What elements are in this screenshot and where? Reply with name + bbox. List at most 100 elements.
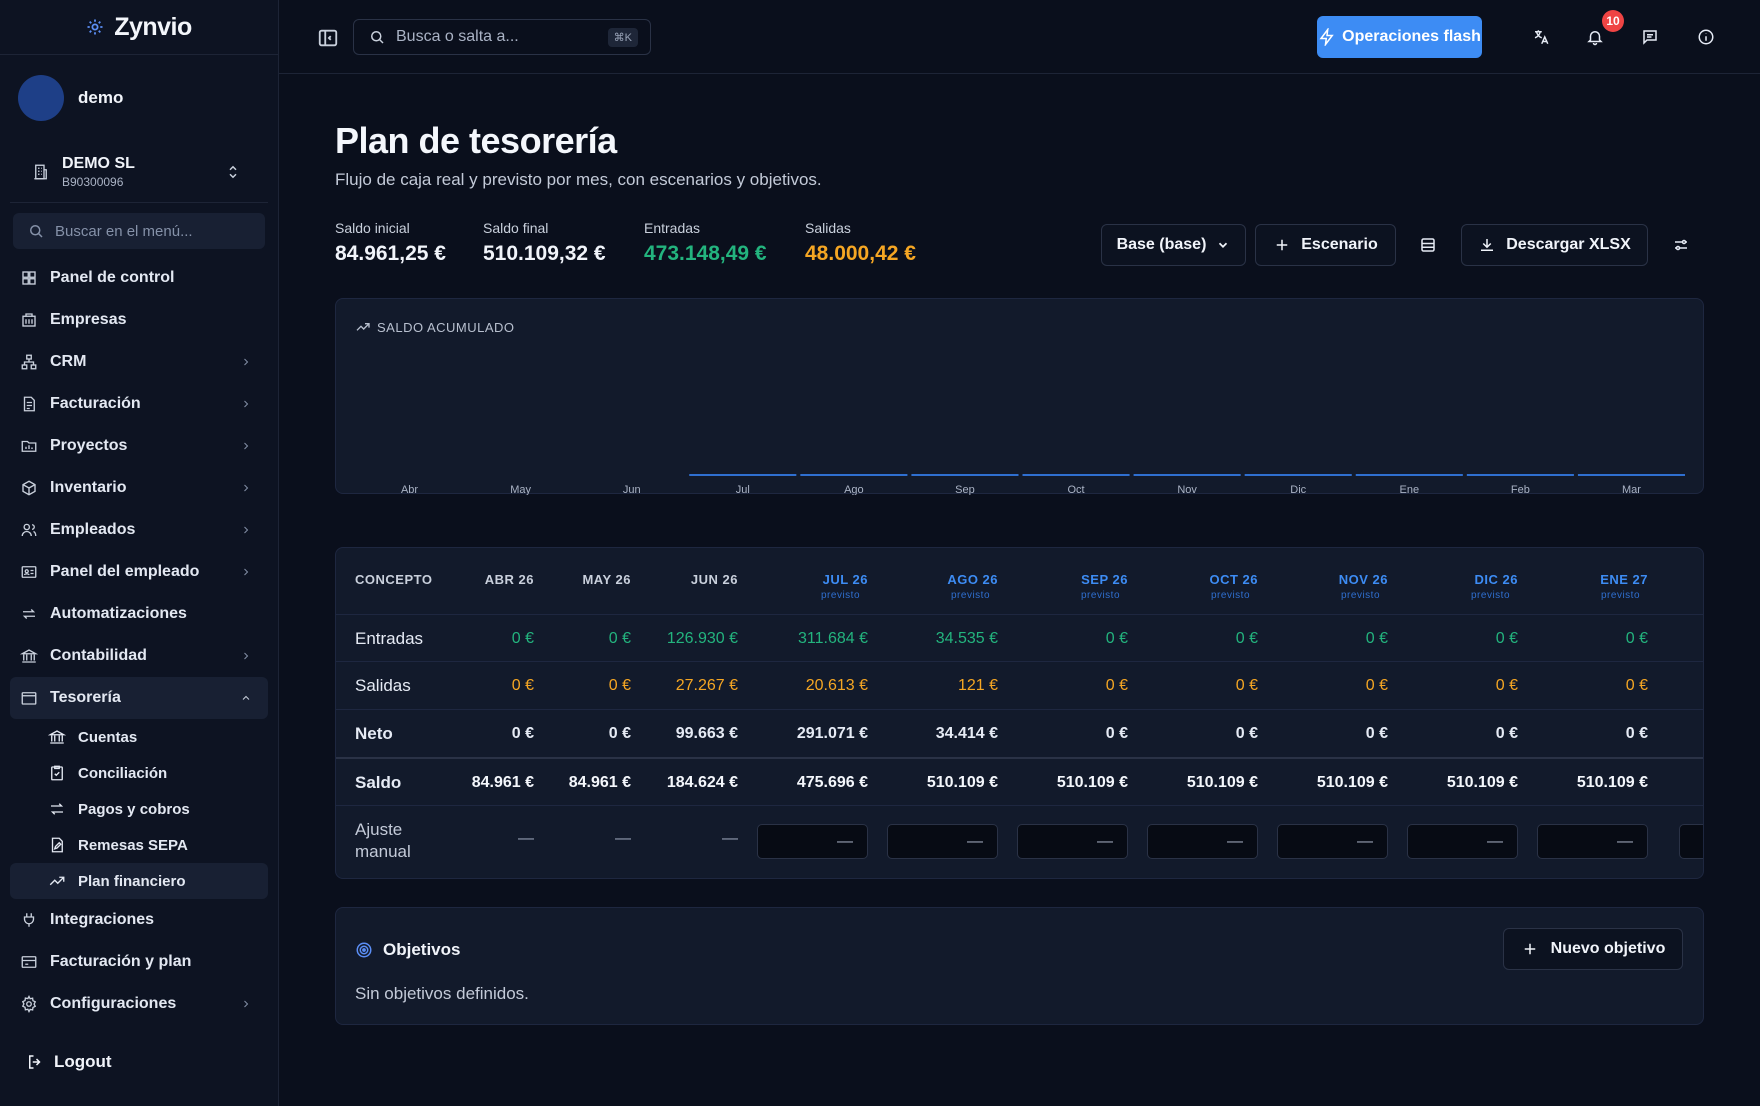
translate-icon[interactable] — [1532, 28, 1550, 46]
table-cell: 0 € — [1235, 677, 1258, 694]
sidebar-subitem-label: Remesas SEPA — [78, 836, 188, 854]
chart-bar[interactable] — [1133, 474, 1241, 476]
sidebar-item-panel-del-empleado[interactable]: Panel del empleado — [0, 551, 278, 593]
sidebar: Zynvio demo DEMO SL B90300096 Buscar en … — [0, 0, 279, 1106]
logo[interactable]: Zynvio — [0, 0, 278, 55]
adjust-placeholder: — — [518, 830, 534, 847]
month-header: JUL 26 previsto — [768, 548, 868, 614]
sidebar-item-facturación-y-plan[interactable]: Facturación y plan — [0, 941, 278, 983]
month-label: NOV 26 — [1338, 572, 1388, 587]
x-tick-label: Feb — [1511, 484, 1530, 495]
users-icon — [20, 521, 38, 539]
treasury-submenu: Cuentas Conciliación Pagos y cobros Remesas… — [0, 719, 278, 899]
company-name: DEMO SL — [62, 154, 135, 172]
kpi-entradas: Entradas 473.148,49 € — [644, 220, 767, 266]
sidebar-subitem-pagos-y-cobros[interactable]: Pagos y cobros — [10, 791, 268, 827]
month-label: MAY 26 — [582, 572, 631, 587]
target-icon — [355, 941, 373, 959]
new-objective-button[interactable]: Nuevo objetivo — [1503, 928, 1683, 970]
manual-adjust-input[interactable]: — — [1147, 824, 1258, 859]
chart-bar[interactable] — [1244, 474, 1352, 476]
x-tick-label: Sep — [955, 484, 975, 495]
table-cell: 84.961 € — [568, 774, 631, 791]
table-cell: 0 € — [1235, 630, 1258, 647]
sidebar-subitem-remesas-sepa[interactable]: Remesas SEPA — [10, 827, 268, 863]
logout-button[interactable]: Logout — [26, 1052, 112, 1072]
info-icon[interactable] — [1697, 28, 1715, 46]
kpi-label: Saldo final — [483, 220, 549, 236]
user-profile[interactable]: demo — [0, 55, 278, 141]
download-xlsx-button[interactable]: Descargar XLSX — [1461, 224, 1648, 266]
sidebar-item-label: Configuraciones — [50, 995, 177, 1012]
table-cell: 0 € — [1625, 630, 1648, 647]
row-label: Saldo — [355, 773, 402, 792]
table-cell: 0 € — [511, 725, 534, 742]
table-view-icon[interactable] — [1419, 236, 1437, 254]
sidebar-item-facturación[interactable]: Facturación — [0, 383, 278, 425]
sidebar-item-proyectos[interactable]: Proyectos — [0, 425, 278, 467]
sidebar-item-integraciones[interactable]: Integraciones — [0, 899, 278, 941]
sidebar-item-empleados[interactable]: Empleados — [0, 509, 278, 551]
month-header: OCT 26 previsto — [1158, 548, 1258, 614]
manual-adjust-input[interactable]: — — [1407, 824, 1518, 859]
sidebar-item-inventario[interactable]: Inventario — [0, 467, 278, 509]
chart-bar[interactable] — [1466, 474, 1574, 476]
add-scenario-button[interactable]: Escenario — [1255, 224, 1396, 266]
chat-icon[interactable] — [1641, 28, 1659, 46]
month-label: OCT 26 — [1209, 572, 1258, 587]
month-label: ENE 27 — [1600, 572, 1648, 587]
chart-bar[interactable] — [1577, 474, 1685, 476]
chart-bar[interactable] — [1022, 474, 1130, 476]
chevron-right-icon — [240, 482, 252, 494]
forecast-label: previsto — [1470, 590, 1510, 601]
sliders-icon[interactable] — [1672, 236, 1690, 254]
manual-adjust-input[interactable] — [1679, 824, 1703, 859]
projects-icon — [20, 437, 38, 455]
sidebar-toggle-icon[interactable] — [317, 27, 339, 49]
logo-gear-icon — [86, 18, 104, 36]
sidebar-subitem-plan-financiero[interactable]: Plan financiero — [10, 863, 268, 899]
sidebar-item-tesorería[interactable]: Tesorería — [10, 677, 268, 719]
arrows-swap-icon — [48, 800, 66, 818]
table-cell: 0 € — [1625, 725, 1648, 742]
sidebar-item-contabilidad[interactable]: Contabilidad — [0, 635, 278, 677]
sidebar-item-panel-de-control[interactable]: Panel de control — [0, 257, 278, 299]
trend-up-icon — [355, 319, 371, 335]
sidebar-item-automatizaciones[interactable]: Automatizaciones — [0, 593, 278, 635]
table-cell: 99.663 € — [675, 725, 738, 742]
sidebar-item-crm[interactable]: CRM — [0, 341, 278, 383]
manual-adjust-input[interactable]: — — [757, 824, 868, 859]
flash-operations-button[interactable]: Operaciones flash — [1317, 16, 1482, 58]
table-cell: 0 € — [1105, 677, 1128, 694]
manual-adjust-input[interactable]: — — [1537, 824, 1648, 859]
cashflow-table: CONCEPTO ABR 26 MAY 26 JUN 26 JUL 26 previst… — [335, 547, 1704, 879]
global-search-placeholder: Busca o salta a... — [396, 28, 519, 45]
bell-icon[interactable] — [1586, 28, 1604, 46]
sidebar-subitem-conciliación[interactable]: Conciliación — [10, 755, 268, 791]
sidebar-item-label: CRM — [50, 353, 87, 370]
month-header: JUN 26 — [638, 548, 738, 614]
manual-adjust-input[interactable]: — — [1277, 824, 1388, 859]
manual-adjust-input[interactable]: — — [887, 824, 998, 859]
manual-adjust-input[interactable]: — — [1017, 824, 1128, 859]
forecast-label: previsto — [1210, 590, 1250, 601]
table-cell: 510.109 € — [1186, 774, 1258, 791]
chart-bar[interactable] — [800, 474, 908, 476]
chart-bar[interactable] — [689, 474, 797, 476]
add-scenario-label: Escenario — [1301, 236, 1378, 253]
menu-search-input[interactable]: Buscar en el menú... — [13, 213, 265, 249]
plug-icon — [20, 911, 38, 929]
scenario-select[interactable]: Base (base) — [1101, 224, 1246, 266]
chart-bar[interactable] — [1355, 474, 1463, 476]
sidebar-subitem-cuentas[interactable]: Cuentas — [10, 719, 268, 755]
bank-icon — [48, 728, 66, 746]
company-switcher[interactable]: DEMO SL B90300096 — [10, 141, 268, 203]
chart-bar[interactable] — [911, 474, 1019, 476]
file-edit-icon — [48, 836, 66, 854]
row-label: Entradas — [355, 629, 424, 648]
global-search-input[interactable]: Busca o salta a... ⌘K — [353, 19, 651, 55]
download-xlsx-label: Descargar XLSX — [1506, 236, 1631, 253]
plus-icon — [1273, 236, 1291, 254]
sidebar-item-empresas[interactable]: Empresas — [0, 299, 278, 341]
sidebar-item-configuraciones[interactable]: Configuraciones — [0, 983, 278, 1025]
